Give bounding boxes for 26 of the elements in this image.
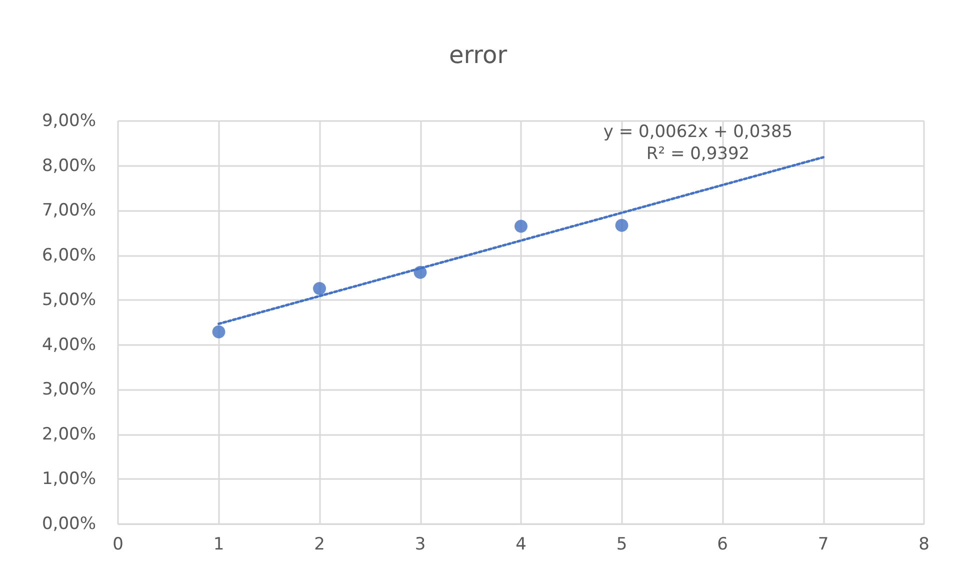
y-tick-label: 2,00% [42,424,96,444]
point [615,218,628,232]
x-tick-label: 3 [414,534,426,554]
point [313,282,326,295]
y-tick-label: 4,00% [42,334,96,355]
x-tick-label: 2 [314,534,325,554]
y-tick-label: 3,00% [42,380,96,400]
point [212,325,226,338]
y-tick-label: 0,00% [42,514,96,534]
chart-title: error [448,41,508,69]
x-tick-label: 6 [717,534,728,554]
y-tick-label: 6,00% [42,245,96,266]
y-tick-label: 9,00% [42,111,96,131]
x-tick-label: 1 [213,534,224,554]
x-tick-label: 0 [112,534,124,554]
annotation: R² = 0,9392 [646,144,750,164]
y-tick-label: 7,00% [42,200,96,221]
y-tick-label: 5,00% [42,290,96,310]
annotation: y = 0,0062x + 0,0385 [603,122,793,142]
x-tick-label: 7 [818,534,829,554]
point [514,220,528,233]
x-tick-label: 8 [918,534,930,554]
x-tick-label: 5 [616,534,628,554]
x-tick-label: 4 [516,534,526,554]
y-tick-label: 1,00% [42,469,96,490]
y-tick-label: 8,00% [42,156,96,176]
